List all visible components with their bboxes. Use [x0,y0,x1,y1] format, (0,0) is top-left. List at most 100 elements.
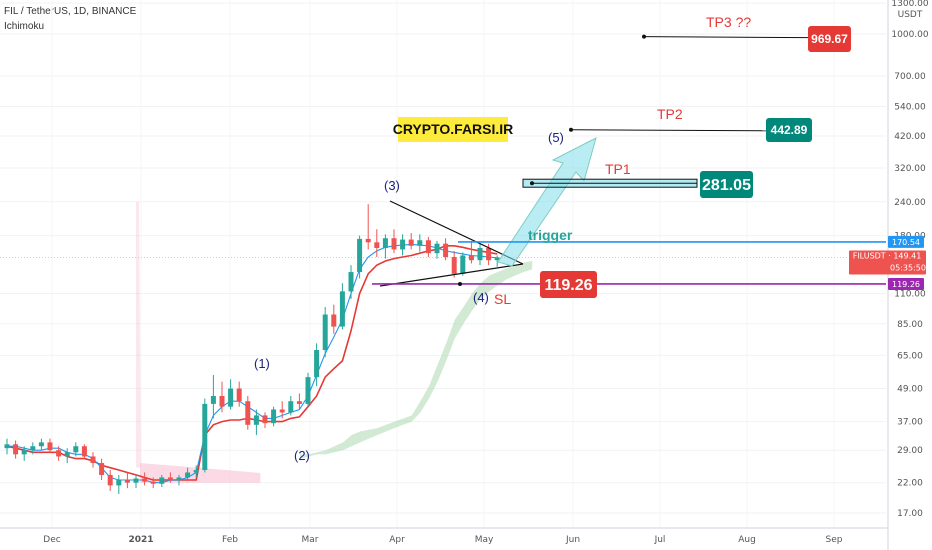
tp2-value-box: 442.89 [766,118,812,142]
y-tick-label: 49.00 [897,385,923,395]
x-tick-label: Aug [738,535,756,545]
candle [425,236,431,258]
tp2-anchor-dot [569,127,573,132]
brand-label: CRYPTO.FARSI.IR [393,117,513,142]
candle [314,343,320,387]
wave-label-5: (5) [548,130,564,145]
candle [494,255,500,267]
y-tick-label: 540.00 [894,102,926,112]
y-tick-label: 65.00 [897,351,923,361]
stop-loss-label: SL [494,291,511,307]
x-tick-label: Jul [654,535,666,545]
candle [468,240,474,264]
candle [305,372,311,407]
candle [339,283,345,330]
wave-label-1: (1) [254,356,270,371]
candle [296,393,302,410]
candle [99,458,105,481]
tp3-anchor-dot [642,34,646,39]
y-tick-label: 29.00 [897,446,923,456]
candle [382,234,388,259]
candle [81,444,87,459]
svg-text:170.54: 170.54 [892,238,920,247]
candle [408,233,414,250]
candle [176,474,182,486]
current-price-tag: FILUSDT · 149.41 05:35:50 [849,250,926,275]
candle [365,204,371,250]
candle [374,229,380,258]
y-tick-label: 22.00 [897,479,923,489]
x-tick-label: Dec [43,535,60,545]
candle [142,472,148,486]
kijun-line [6,245,498,481]
chart-symbol-title: FIL / TetherUS, 1D, BINANCE [4,6,137,17]
candle [477,243,483,266]
tp1-anchor-dot [530,181,534,186]
tp2-line[interactable] [570,129,769,132]
wedge-lower-line [379,263,524,287]
candle [451,250,457,278]
candle [357,235,363,279]
candle [13,440,19,459]
candle [417,234,423,252]
candle [124,472,130,489]
tenkan-line [7,243,498,484]
tp1-value-box: 281.05 [700,171,753,198]
candle [443,238,449,261]
wave-label-2: (2) [294,448,310,463]
candle [47,438,53,453]
tp3-line[interactable] [643,36,809,39]
svg-text:USDT: USDT [898,10,923,20]
y-axis-unit-label: USDT [898,10,923,20]
candle [391,229,397,254]
candle [400,234,406,256]
y-tick-label: 320.00 [894,164,926,174]
x-tick-label: May [475,535,494,545]
candle [219,381,225,413]
candle [434,240,440,259]
x-tick-label: Jun [565,535,580,545]
candle [73,442,79,457]
candle [4,438,10,455]
x-tick-label: 2021 [128,535,153,545]
svg-text:442.89: 442.89 [771,123,808,137]
candle [159,474,165,488]
projection-arrow [497,137,597,267]
x-tick-label: Mar [302,535,319,545]
svg-text:FILUSDT · 149.41: FILUSDT · 149.41 [853,251,922,260]
candle [133,474,139,489]
candle [348,265,354,299]
tp3-value-box: 969.67 [808,26,851,52]
candle [253,409,259,436]
candle [279,401,285,419]
svg-text:05:35:50: 05:35:50 [890,263,926,272]
tp3-label: TP3 ?? [706,14,751,30]
candle [210,374,216,419]
candle [167,472,173,483]
tp1-label: TP1 [605,161,631,177]
candle [271,406,277,427]
candle [150,477,156,489]
trigger-label: trigger [528,227,573,243]
x-tick-label: Apr [389,535,405,545]
y-tick-label: 1300.00 [891,0,928,9]
x-tick-label: Sep [826,535,843,545]
candle [30,442,36,455]
candle [38,438,44,451]
y-tick-label: 420.00 [894,132,926,142]
y-tick-label: 240.00 [894,198,926,208]
y-tick-label: 110.00 [894,289,926,299]
candle [64,448,70,464]
y-tick-label: 700.00 [894,72,926,82]
candle [288,395,294,416]
candle [107,470,113,491]
stop-anchor-dot [458,281,462,286]
x-tick-label: Feb [222,535,238,545]
candle [331,304,337,334]
candle [56,446,62,461]
candle [262,412,268,429]
indicator-label[interactable]: Ichimoku [4,21,45,32]
svg-text:119.26: 119.26 [544,277,592,294]
candle [460,252,466,276]
